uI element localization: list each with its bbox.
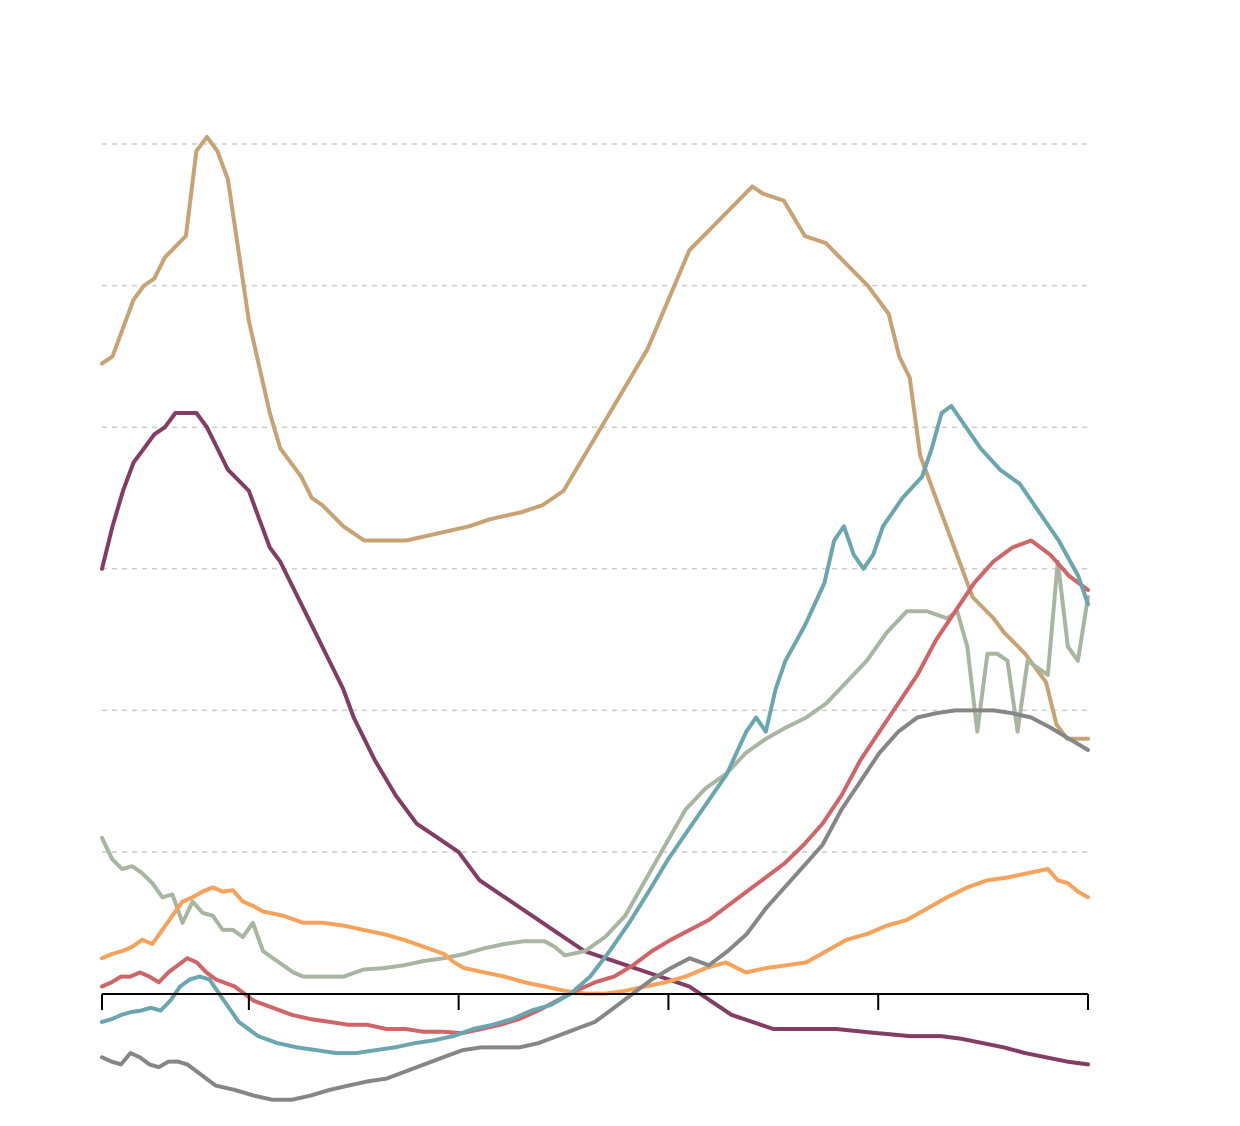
gridlines: [102, 143, 1088, 853]
series-line-6: [100, 404, 1090, 1056]
x-axis: [101, 993, 1089, 1010]
series-line-7: [100, 708, 1090, 1102]
series-line-1: [100, 134, 1090, 741]
series-line-4: [100, 867, 1090, 996]
series-group: [100, 134, 1090, 1102]
series-line-2: [100, 411, 1090, 1067]
series-line-3: [100, 559, 1090, 979]
